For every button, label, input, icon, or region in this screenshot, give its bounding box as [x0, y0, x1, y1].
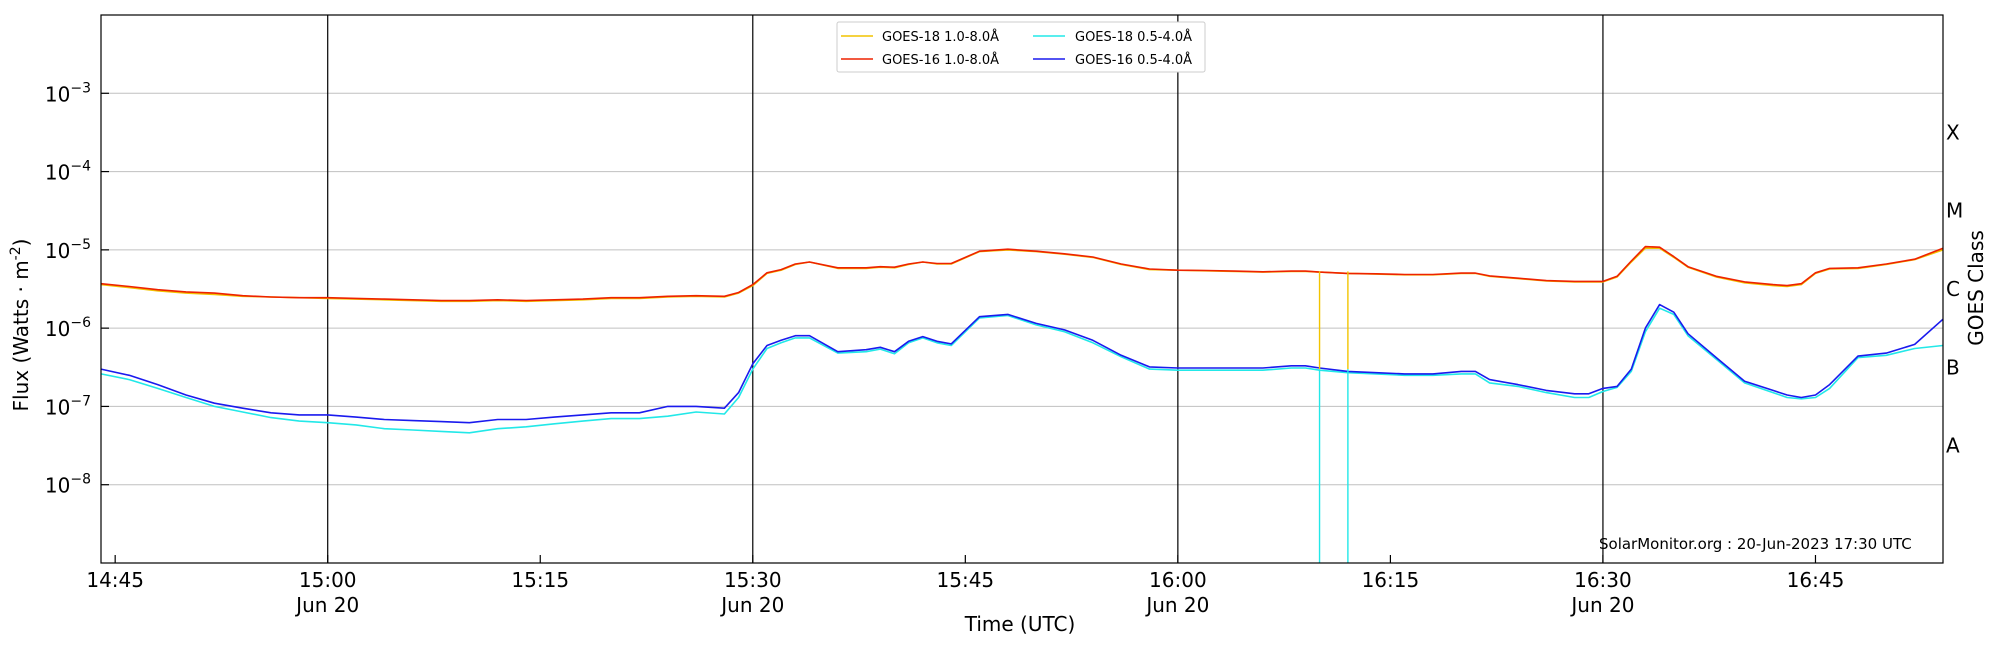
series-line-1 — [100, 307, 1944, 434]
x-tick-label: 16:00 — [1149, 568, 1207, 592]
goes-class-title: GOES Class — [1964, 230, 1988, 346]
goes-class-layer: A B C M X — [1946, 120, 1963, 457]
x-tick-label: 16:15 — [1362, 568, 1420, 592]
y-tick-label: 10−8 — [45, 472, 91, 498]
x-tick-label: 15:15 — [511, 568, 569, 592]
y-tick-label: 10−4 — [45, 159, 91, 185]
x-tick-date-label: Jun 20 — [1144, 593, 1209, 617]
goes-class-label-a: A — [1946, 434, 1960, 458]
legend-box — [836, 21, 1206, 73]
legend: GOES-18 1.0-8.0Å GOES-18 0.5-4.0Å GOES-1… — [836, 21, 1206, 73]
x-tick-date-label: Jun 20 — [719, 593, 784, 617]
goes-class-label-b: B — [1946, 355, 1960, 379]
plot-frame — [100, 14, 1944, 564]
x-tick-date-label: Jun 20 — [1569, 593, 1634, 617]
x-tick-label: 16:30 — [1574, 568, 1632, 592]
x-tick-label: 14:45 — [86, 568, 144, 592]
legend-label-goes18-long: GOES-18 1.0-8.0Å — [882, 29, 999, 45]
goes-class-label-m: M — [1946, 199, 1963, 223]
goes-class-label-c: C — [1946, 277, 1960, 301]
x-tick-label: 15:45 — [937, 568, 995, 592]
legend-label-goes16-long: GOES-16 1.0-8.0Å — [882, 52, 999, 68]
goes-class-label-x: X — [1946, 120, 1960, 144]
y-ticks-layer: 10−8 10−7 10−6 10−5 10−4 10−3 — [45, 80, 109, 498]
series-line-2 — [100, 245, 1944, 302]
legend-label-goes18-short: GOES-18 0.5-4.0Å — [1075, 29, 1192, 45]
series-layer — [100, 245, 1944, 434]
x-tick-label: 15:00 — [299, 568, 357, 592]
credit-text: SolarMonitor.org : 20-Jun-2023 17:30 UTC — [1599, 535, 1912, 553]
y-tick-label: 10−3 — [45, 80, 91, 106]
vertical-lines-layer — [327, 15, 1604, 563]
x-tick-date-label: Jun 20 — [294, 593, 359, 617]
x-tick-label: 16:45 — [1787, 568, 1845, 592]
legend-label-goes16-short: GOES-16 0.5-4.0Å — [1075, 52, 1192, 68]
spikes-layer — [1318, 271, 1349, 563]
gridlines-layer — [101, 92, 1943, 486]
y-tick-label: 10−6 — [45, 315, 91, 341]
series-line-3 — [100, 303, 1944, 424]
x-axis-title: Time (UTC) — [964, 612, 1076, 636]
x-tick-label: 15:30 — [724, 568, 782, 592]
y-tick-label: 10−7 — [45, 393, 91, 419]
series-line-0 — [100, 247, 1944, 303]
y-tick-label: 10−5 — [45, 237, 91, 263]
y-axis-title: Flux (Watts · m-2) — [8, 239, 33, 412]
